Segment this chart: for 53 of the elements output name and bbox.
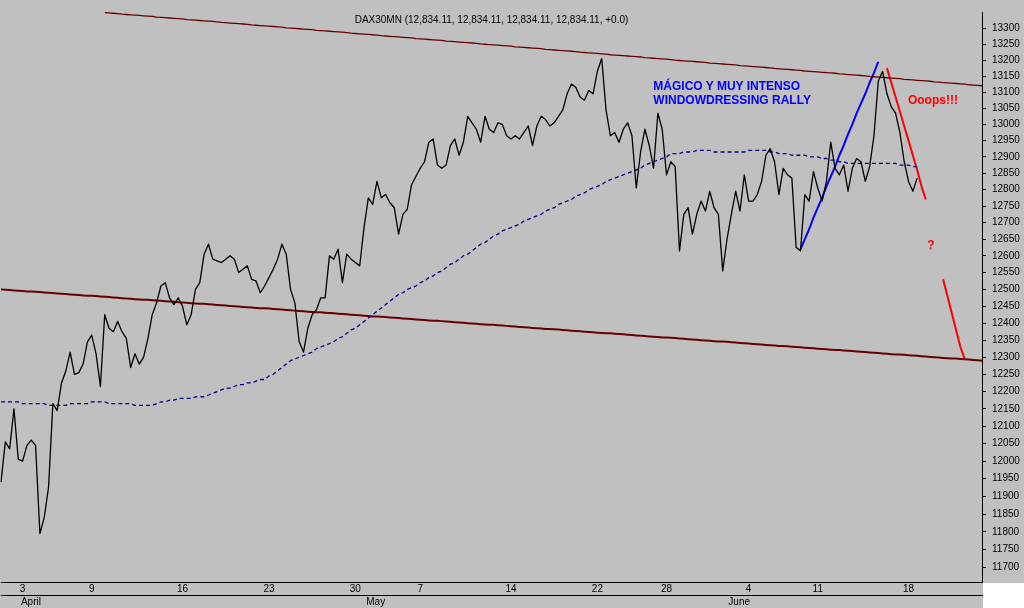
x-tick-label: 14 xyxy=(505,582,517,594)
x-tick-label: 22 xyxy=(591,582,604,594)
y-tick-label: 11850 xyxy=(992,507,1020,519)
line-series xyxy=(0,149,918,407)
y-tick-label: 12300 xyxy=(992,350,1021,362)
x-tick-label: 30 xyxy=(349,582,362,594)
y-tick-label: 11900 xyxy=(992,490,1020,502)
x-tick-label: 11 xyxy=(812,582,824,594)
x-tick-label: 16 xyxy=(176,582,189,594)
text: May xyxy=(366,596,386,608)
y-tick-label: 11750 xyxy=(992,543,1020,555)
y-tick-label: 12800 xyxy=(992,183,1021,195)
y-tick-label: 12000 xyxy=(992,454,1021,466)
x-tick-label: 3 xyxy=(19,582,26,594)
y-tick-label: 12700 xyxy=(992,216,1021,228)
y-tick-label: 12950 xyxy=(992,134,1021,146)
y-tick-label: 13000 xyxy=(992,118,1021,130)
x-tick-label: 9 xyxy=(88,582,95,594)
y-tick-label: 13300 xyxy=(992,22,1021,34)
x-tick-label: 7 xyxy=(417,582,424,594)
y-tick-label: 12150 xyxy=(992,402,1021,414)
text: June xyxy=(728,596,751,608)
y-tick-label: 12600 xyxy=(992,249,1021,261)
x-tick-label: 28 xyxy=(660,582,673,594)
y-tick-label: 12500 xyxy=(992,283,1021,295)
y-tick-label: 12400 xyxy=(992,316,1021,328)
chart-title: DAX30MN (12,834.11, 12,834.11, 12,834.11, 12,834.11, +0.0) xyxy=(354,13,629,25)
y-tick-label: 13200 xyxy=(992,53,1021,65)
y-tick-label: 13150 xyxy=(992,69,1021,81)
y-tick-label: 13250 xyxy=(992,38,1021,50)
y-tick-label: 12750 xyxy=(992,199,1021,211)
x-tick-label: 4 xyxy=(745,582,752,594)
y-tick-label: 13100 xyxy=(992,85,1021,97)
y-tick-label: 11700 xyxy=(992,561,1020,573)
y-tick-label: 12850 xyxy=(992,166,1021,178)
y-tick-label: 12050 xyxy=(992,437,1021,449)
y-tick-label: 12200 xyxy=(992,385,1021,397)
annotation: ? xyxy=(927,238,935,253)
y-tick-label: 12900 xyxy=(992,150,1021,162)
y-tick-label: 12450 xyxy=(992,299,1021,311)
y-tick-label: 12350 xyxy=(992,333,1021,345)
y-tick-label: 12100 xyxy=(992,419,1021,431)
y-tick-label: 11800 xyxy=(992,525,1020,537)
y-tick-label: 12550 xyxy=(992,266,1021,278)
annotation: Ooops!!! xyxy=(907,93,958,108)
x-tick-label: 23 xyxy=(263,582,275,594)
y-tick-label: 12650 xyxy=(992,232,1021,244)
text: April xyxy=(20,596,41,608)
annotation: MÁGICO Y MUY INTENSO WINDOWDRESSING RALLY xyxy=(653,78,811,108)
y-tick-label: 13050 xyxy=(992,101,1021,113)
y-tick-label: 12250 xyxy=(992,368,1021,380)
x-tick-label: 18 xyxy=(902,582,915,594)
y-tick-label: 11950 xyxy=(992,472,1020,484)
